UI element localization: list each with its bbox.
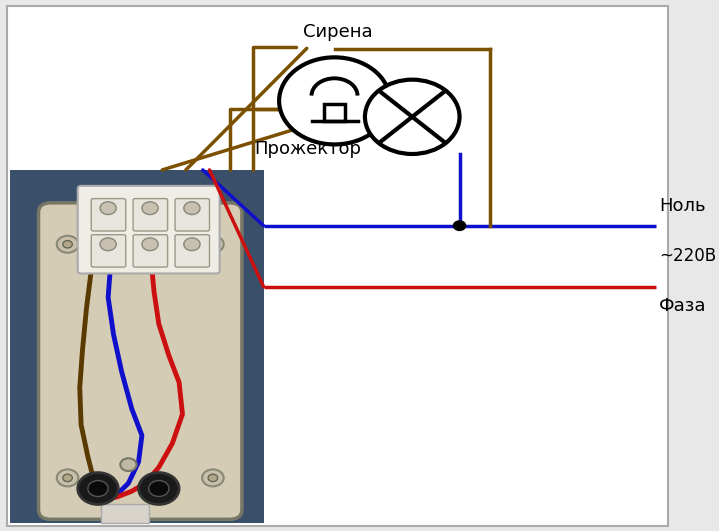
Circle shape (139, 473, 179, 504)
Circle shape (208, 474, 218, 482)
Circle shape (88, 481, 108, 496)
Circle shape (202, 469, 224, 486)
Circle shape (202, 236, 224, 253)
Text: Фаза: Фаза (659, 297, 706, 315)
Circle shape (63, 241, 73, 248)
Circle shape (78, 473, 118, 504)
Circle shape (100, 202, 116, 215)
Circle shape (100, 238, 116, 251)
Circle shape (142, 202, 158, 215)
Text: Прожектор: Прожектор (255, 140, 362, 158)
Circle shape (365, 80, 459, 154)
Bar (101, 504, 149, 523)
Circle shape (208, 241, 218, 248)
FancyBboxPatch shape (78, 186, 219, 273)
Circle shape (279, 57, 390, 144)
Circle shape (63, 474, 73, 482)
Bar (324, 104, 345, 121)
Text: Ноль: Ноль (659, 197, 705, 215)
FancyBboxPatch shape (133, 199, 168, 231)
Circle shape (120, 458, 137, 471)
Text: Сирена: Сирена (303, 23, 372, 41)
FancyBboxPatch shape (39, 203, 242, 519)
Circle shape (184, 238, 200, 251)
Circle shape (454, 221, 466, 230)
Circle shape (57, 469, 78, 486)
FancyBboxPatch shape (91, 199, 126, 231)
Circle shape (184, 202, 200, 215)
Circle shape (149, 481, 169, 496)
Circle shape (142, 238, 158, 251)
FancyBboxPatch shape (175, 199, 209, 231)
Text: ~220В: ~220В (659, 247, 716, 265)
FancyBboxPatch shape (133, 235, 168, 267)
Bar (10, 170, 264, 523)
FancyBboxPatch shape (91, 235, 126, 267)
FancyBboxPatch shape (175, 235, 209, 267)
Circle shape (57, 236, 78, 253)
